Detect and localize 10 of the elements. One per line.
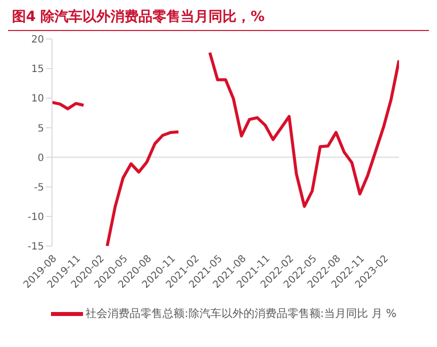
legend-label: 社会消费品零售总额:除汽车以外的消费品零售额:当月同比 月 % — [86, 306, 396, 321]
y-tick-label: -10 — [28, 212, 44, 223]
y-tick-label: 20 — [31, 34, 44, 46]
y-tick-label: -5 — [34, 182, 44, 194]
y-tick-label: -15 — [28, 242, 44, 253]
y-tick-label: 10 — [31, 94, 44, 105]
y-tick-label: 15 — [31, 64, 44, 76]
chart-title: 图4 除汽车以外消费品零售当月同比，% — [8, 8, 429, 31]
y-tick-label: 0 — [38, 152, 44, 164]
y-tick-label: 5 — [38, 123, 44, 134]
